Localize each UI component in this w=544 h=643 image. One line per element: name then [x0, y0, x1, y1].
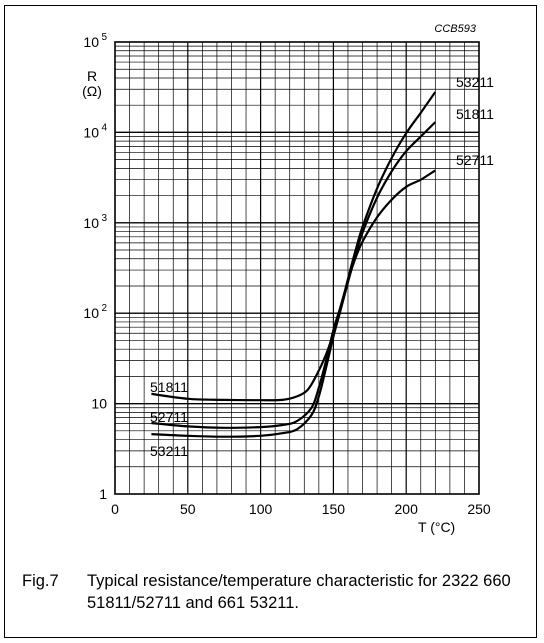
- series-label-52711-right: 52711: [456, 152, 494, 168]
- x-tick-label: 100: [249, 501, 273, 517]
- chart-series: [151, 91, 437, 438]
- y-axis-label: R: [87, 68, 97, 84]
- y-tick-exponent: 2: [101, 303, 107, 314]
- figure-frame: [4, 5, 537, 638]
- figure-code: CCB593: [434, 23, 476, 35]
- figure-number: Fig.7: [22, 572, 59, 590]
- y-tick-exponent: 5: [101, 32, 107, 43]
- y-tick-label: 10: [83, 305, 99, 321]
- y-tick-label: 10: [83, 124, 99, 140]
- x-tick-label: 50: [180, 501, 196, 517]
- x-tick-label: 150: [322, 501, 346, 517]
- x-tick-label: 250: [467, 501, 491, 517]
- series-label-53211-left: 53211: [150, 443, 188, 459]
- chart-grid: [115, 42, 479, 494]
- plot-border: [114, 41, 480, 495]
- x-tick-label: 200: [395, 501, 419, 517]
- series-line-53211: [151, 91, 437, 438]
- y-axis-unit: (Ω): [82, 83, 102, 99]
- series-label-51811-left: 51811: [150, 379, 188, 395]
- series-label-53211-right: 53211: [456, 74, 494, 90]
- series-line-52711: [151, 169, 436, 429]
- y-tick-label: 10: [83, 34, 99, 50]
- series-label-52711-left: 52711: [150, 409, 188, 425]
- y-tick-label: 1: [99, 486, 107, 502]
- y-tick-exponent: 3: [101, 213, 107, 224]
- y-tick-exponent: 4: [101, 122, 107, 133]
- caption-text: Typical resistance/temperature character…: [87, 572, 511, 612]
- y-tick-label: 10: [91, 396, 107, 412]
- y-tick-label: 10: [83, 215, 99, 231]
- x-axis-label: T (°C): [418, 519, 455, 535]
- x-tick-label: 0: [111, 501, 119, 517]
- series-label-51811-right: 51811: [456, 106, 494, 122]
- series-line-51811: [151, 121, 437, 402]
